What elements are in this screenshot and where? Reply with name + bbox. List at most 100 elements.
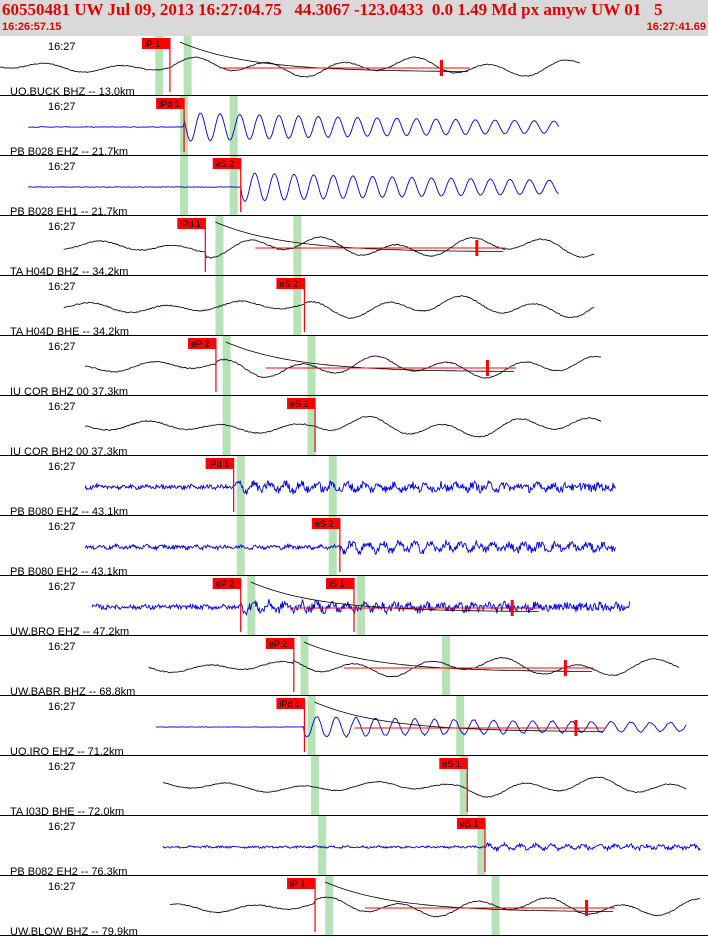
trace-15-waveform — [169, 896, 701, 918]
trace-8-window-1 — [236, 456, 245, 516]
event-header: 60550481 UW Jul 09, 2013 16:27:04.75 44.… — [0, 0, 708, 36]
trace-9-time: 16:27 — [48, 521, 76, 533]
trace-13-waveform — [162, 776, 687, 798]
trace-4-window-1 — [215, 216, 224, 276]
trace-12-window-2 — [456, 696, 465, 756]
trace-10-waveform — [91, 598, 631, 616]
trace-6-window-1 — [222, 336, 231, 396]
trace-10-time: 16:27 — [48, 581, 76, 593]
trace-11-window-2 — [442, 636, 451, 696]
trace-13-time: 16:27 — [48, 761, 76, 773]
trace-5-pick-flag[interactable] — [276, 278, 305, 289]
trace-1-window-1 — [155, 36, 164, 96]
trace-9-pick-label: eS 2 — [315, 519, 334, 529]
trace-4-time: 16:27 — [48, 221, 76, 233]
trace-12-pick-label: iPd 1 — [279, 699, 300, 709]
trace-12-window-1 — [307, 696, 316, 756]
trace-14-window-1 — [318, 816, 327, 876]
trace-3-pick-flag[interactable] — [212, 158, 241, 169]
trace-12-time: 16:27 — [48, 701, 76, 713]
trace-14-pick-label: eS 1 — [460, 819, 479, 829]
trace-1-time: 16:27 — [48, 41, 76, 53]
trace-14-window-2 — [477, 816, 486, 876]
trace-14-pick-flag[interactable] — [456, 818, 485, 829]
trace-15-coda-marker[interactable] — [585, 900, 589, 916]
trace-12-coda-marker[interactable] — [574, 720, 578, 736]
trace-3-pick-label: eS 2 — [216, 159, 235, 169]
trace-7-pick-flag[interactable] — [287, 398, 316, 409]
start-time: 16:26:57.15 — [2, 21, 62, 33]
trace-11-coda-marker[interactable] — [563, 660, 567, 676]
trace-3-time: 16:27 — [48, 161, 76, 173]
trace-13-pick-flag[interactable] — [439, 758, 468, 769]
trace-3-waveform — [28, 172, 559, 202]
trace-13-pick-label: eS 1 — [442, 759, 461, 769]
trace-8-waveform — [84, 479, 616, 495]
trace-6-waveform — [84, 355, 601, 379]
trace-15-pick-label: iP 1 — [290, 879, 305, 889]
trace-10-pick-flag[interactable] — [212, 578, 241, 589]
trace-1-pick-flag[interactable] — [141, 38, 170, 49]
trace-5-panel[interactable] — [0, 276, 708, 336]
trace-9-waveform — [84, 539, 616, 556]
trace-15-time: 16:27 — [48, 881, 76, 893]
trace-13-window-1 — [311, 756, 320, 816]
trace-10-pick-label: eP 2 — [216, 579, 234, 589]
event-title: 60550481 UW Jul 09, 2013 16:27:04.75 44.… — [2, 0, 663, 19]
trace-2-waveform — [28, 112, 560, 142]
trace-7-waveform — [84, 415, 602, 438]
trace-9-pick-flag[interactable] — [311, 518, 340, 529]
trace-9-window-1 — [236, 516, 245, 576]
trace-3-panel[interactable] — [0, 156, 708, 216]
trace-13-panel[interactable] — [0, 756, 708, 816]
trace-10-pick2-label: iS 1 — [329, 579, 345, 589]
trace-3-window-2 — [229, 156, 238, 216]
trace-1-waveform — [0, 56, 580, 78]
trace-12-waveform — [155, 716, 687, 738]
trace-2-time: 16:27 — [48, 101, 76, 113]
trace-14-time: 16:27 — [48, 821, 76, 833]
trace-6-pick-label: eP 2 — [191, 339, 209, 349]
trace-6-coda-marker[interactable] — [485, 360, 489, 376]
trace-12-pick-flag[interactable] — [276, 698, 305, 709]
trace-4-pick-label: iPd 1 — [180, 219, 201, 229]
trace-11-pick-label: eP 2 — [269, 639, 287, 649]
trace-6-pick-flag[interactable] — [187, 338, 216, 349]
trace-8-window-2 — [328, 456, 337, 516]
trace-7-panel[interactable] — [0, 396, 708, 456]
trace-12-panel[interactable] — [0, 696, 708, 756]
trace-8-time: 16:27 — [48, 461, 76, 473]
trace-9-window-2 — [328, 516, 337, 576]
trace-15-panel[interactable] — [0, 876, 708, 936]
trace-10-pick2-flag[interactable] — [326, 578, 354, 589]
trace-11-time: 16:27 — [48, 641, 76, 653]
trace-5-time: 16:27 — [48, 281, 76, 293]
trace-8-pick-flag[interactable] — [205, 458, 234, 469]
trace-1-panel[interactable] — [0, 36, 708, 96]
trace-1-window-2 — [183, 36, 192, 96]
trace-1-coda-marker[interactable] — [439, 60, 443, 76]
trace-5-pick-label: eS 2 — [279, 279, 298, 289]
trace-2-pick-flag[interactable] — [156, 98, 185, 109]
trace-2-window-2 — [229, 96, 238, 156]
trace-4-waveform — [63, 236, 595, 259]
trace-7-pick-label: eS 2 — [290, 399, 309, 409]
end-time: 16:27:41.69 — [646, 21, 706, 33]
trace-3-window-1 — [180, 156, 189, 216]
trace-11-pick-flag[interactable] — [265, 638, 294, 649]
trace-15-station-label: UW.BLOW BHZ -- 79.9km — [10, 926, 138, 938]
trace-4-pick-flag[interactable] — [177, 218, 206, 229]
trace-1-pick-label: iP 1 — [145, 39, 160, 49]
trace-15-pick-flag[interactable] — [287, 878, 316, 889]
trace-7-time: 16:27 — [48, 401, 76, 413]
trace-5-waveform — [63, 295, 595, 319]
trace-4-panel[interactable] — [0, 216, 708, 276]
trace-14-panel[interactable] — [0, 816, 708, 876]
trace-10-coda-marker[interactable] — [510, 600, 514, 616]
trace-2-pick-label: iPd 1 — [159, 99, 180, 109]
trace-2-panel[interactable] — [0, 96, 708, 156]
trace-11-panel[interactable] — [0, 636, 708, 696]
trace-6-time: 16:27 — [48, 341, 76, 353]
trace-4-coda-marker[interactable] — [475, 240, 479, 256]
